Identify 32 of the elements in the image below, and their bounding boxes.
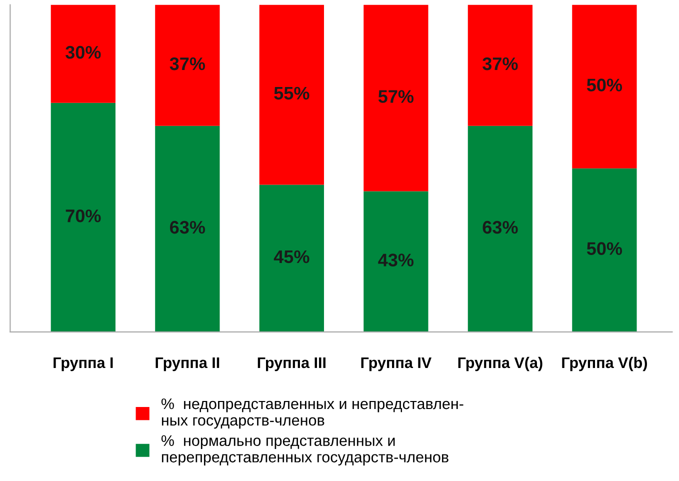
legend-label: % недопредставленных и непредставлен- ных государств-членов (161, 398, 464, 429)
data-label: 50% (586, 242, 622, 255)
bar (155, 126, 220, 332)
bar (50, 4, 116, 103)
data-label: 30% (66, 46, 101, 59)
bar (259, 4, 324, 185)
data-label: 63% (170, 220, 206, 234)
data-label: 43% (378, 254, 414, 266)
legend-label: % нормально представленных и перепредставленных государств-членов (161, 435, 448, 466)
bar (468, 4, 533, 126)
data-label: 45% (274, 250, 310, 264)
bar (364, 4, 428, 192)
bar (572, 168, 637, 332)
data-label: 57% (378, 90, 414, 103)
x-tick-label: Группа V(b) (562, 356, 647, 372)
x-tick-label: Группа I (54, 357, 113, 372)
data-label: 70% (66, 209, 101, 222)
bar (468, 126, 533, 332)
x-tick-label: Группа V(a) (458, 356, 542, 372)
bar (572, 4, 637, 168)
x-tick-label: Группа II (156, 357, 220, 372)
data-label: 37% (482, 57, 518, 70)
x-tick-label: Группа IV (361, 357, 432, 372)
bar (364, 191, 428, 332)
bar (155, 4, 220, 126)
bar (50, 102, 116, 332)
data-label: 37% (170, 57, 206, 70)
data-label: 50% (586, 78, 622, 92)
x-tick-label: Группа III (258, 357, 326, 372)
data-label: 55% (274, 86, 310, 100)
bar (259, 184, 324, 332)
data-label: 63% (482, 220, 518, 234)
